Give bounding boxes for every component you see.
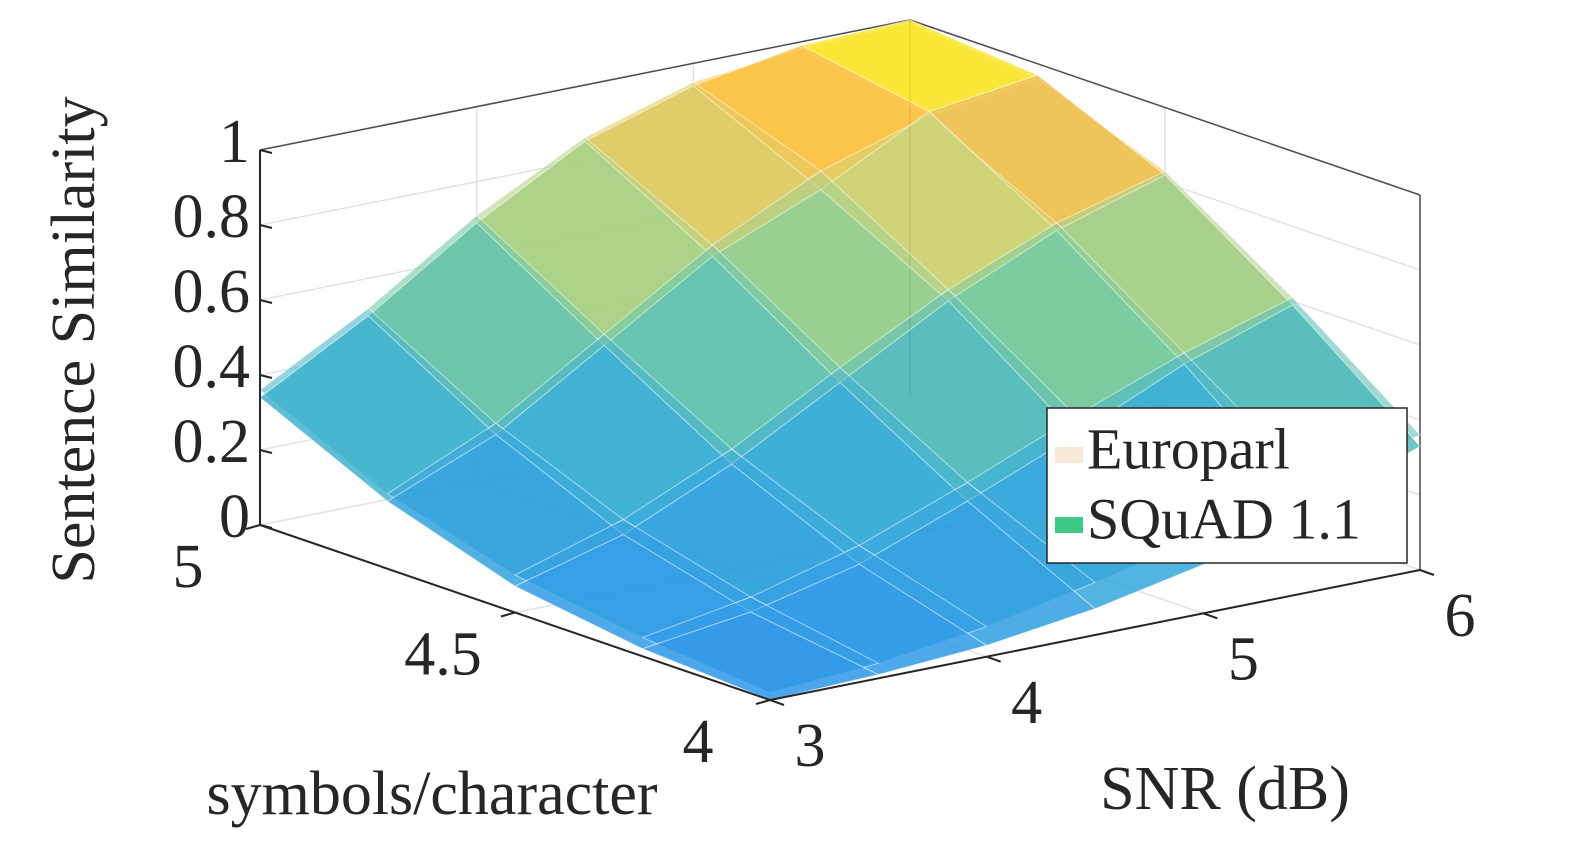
- legend-swatch: [1055, 517, 1083, 533]
- x-tick: [986, 655, 1002, 663]
- x-tick-label: 4: [1011, 669, 1042, 737]
- z-axis-label: Sentence Similarity: [40, 96, 108, 583]
- y-tick-label: 5: [173, 533, 204, 601]
- z-tick-label: 0.2: [173, 408, 251, 476]
- z-tick-label: 1: [219, 108, 250, 176]
- legend-swatch: [1055, 447, 1083, 463]
- y-tick: [755, 699, 771, 705]
- z-tick-label: 0: [219, 483, 250, 551]
- z-tick: [259, 449, 273, 454]
- legend-label: Europarl: [1087, 416, 1290, 481]
- z-tick: [259, 374, 273, 379]
- y-tick: [245, 524, 261, 530]
- z-tick-label: 0.6: [173, 258, 251, 326]
- x-tick: [1419, 569, 1435, 576]
- y-tick: [500, 611, 516, 618]
- z-tick: [259, 224, 273, 229]
- z-tick-label: 0.4: [173, 333, 251, 401]
- y-axis-label: symbols/character: [206, 760, 657, 828]
- z-tick-label: 0.8: [173, 183, 251, 251]
- y-tick-label: 4: [683, 708, 714, 776]
- x-tick: [1202, 612, 1218, 620]
- box-edge: [909, 19, 1421, 196]
- box-edge: [259, 19, 911, 151]
- x-axis-label: SNR (dB): [1100, 755, 1350, 823]
- surface-patch: [641, 611, 880, 701]
- legend-box: [1046, 407, 1408, 564]
- legend-label: SQuAD 1.1: [1087, 486, 1361, 551]
- x-tick: [769, 699, 785, 706]
- x-tick-label: 5: [1228, 626, 1259, 694]
- z-tick: [259, 149, 273, 154]
- z-tick: [259, 524, 273, 529]
- x-tick-label: 6: [1445, 582, 1476, 650]
- z-tick: [259, 299, 273, 304]
- y-tick-label: 4.5: [404, 621, 482, 689]
- x-tick-label: 3: [795, 712, 826, 780]
- x-axis-line: [769, 569, 1421, 701]
